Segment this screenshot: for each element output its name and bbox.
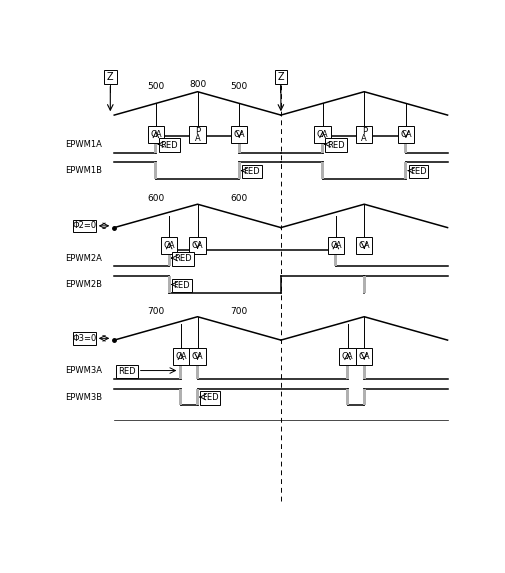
- Text: CA: CA: [358, 241, 369, 250]
- Bar: [320, 162, 324, 179]
- Text: CA: CA: [150, 130, 162, 139]
- Bar: [237, 136, 240, 152]
- Bar: [356, 126, 372, 143]
- Bar: [403, 136, 407, 152]
- Text: EPWM2A: EPWM2A: [65, 253, 102, 262]
- Bar: [325, 139, 346, 152]
- Text: FED: FED: [173, 281, 190, 290]
- Bar: [73, 332, 95, 344]
- Text: I: I: [109, 85, 112, 95]
- Bar: [362, 388, 365, 406]
- Bar: [154, 162, 157, 179]
- Text: EPWM3B: EPWM3B: [65, 393, 102, 402]
- Bar: [172, 348, 189, 365]
- Bar: [167, 276, 171, 293]
- Bar: [397, 126, 413, 143]
- Bar: [200, 391, 220, 405]
- Text: CA: CA: [191, 352, 203, 361]
- Bar: [274, 70, 287, 84]
- Bar: [172, 252, 193, 265]
- Text: CA: CA: [341, 352, 352, 361]
- Text: A: A: [361, 134, 366, 143]
- Text: EPWM1A: EPWM1A: [65, 140, 102, 149]
- Bar: [154, 136, 157, 152]
- Text: CA: CA: [329, 241, 341, 250]
- Bar: [339, 348, 355, 365]
- Text: 700: 700: [147, 307, 164, 316]
- Bar: [334, 250, 337, 266]
- Text: RED: RED: [327, 140, 344, 150]
- Bar: [116, 365, 137, 378]
- Text: CA: CA: [233, 130, 244, 139]
- Bar: [73, 219, 95, 232]
- Text: CA: CA: [358, 352, 369, 361]
- Text: EPWM1B: EPWM1B: [65, 166, 102, 175]
- Bar: [161, 237, 177, 254]
- Text: P: P: [361, 127, 366, 136]
- Text: EPWM3A: EPWM3A: [65, 366, 102, 375]
- Bar: [408, 165, 427, 178]
- Text: Z: Z: [107, 72, 114, 82]
- Text: RED: RED: [118, 367, 135, 376]
- Text: Φ2=0: Φ2=0: [72, 221, 96, 230]
- Bar: [159, 139, 180, 152]
- Text: CA: CA: [191, 241, 203, 250]
- Bar: [147, 126, 164, 143]
- Bar: [345, 388, 348, 406]
- Bar: [362, 276, 365, 293]
- Bar: [179, 388, 182, 406]
- Text: EPWM2B: EPWM2B: [65, 280, 102, 289]
- Text: CA: CA: [163, 241, 175, 250]
- Bar: [167, 250, 171, 266]
- Text: A: A: [194, 134, 200, 143]
- Text: RED: RED: [160, 140, 178, 150]
- Text: CA: CA: [399, 130, 411, 139]
- Text: FED: FED: [410, 167, 426, 176]
- Bar: [104, 70, 116, 84]
- Bar: [189, 348, 206, 365]
- Bar: [403, 162, 407, 179]
- Bar: [362, 362, 365, 379]
- Text: FED: FED: [243, 167, 260, 176]
- Bar: [195, 362, 199, 379]
- Text: RED: RED: [174, 254, 191, 264]
- Bar: [356, 348, 372, 365]
- Bar: [327, 237, 343, 254]
- Text: 700: 700: [230, 307, 247, 316]
- Text: I: I: [279, 85, 282, 95]
- Bar: [345, 362, 348, 379]
- Bar: [231, 126, 247, 143]
- Text: Z: Z: [277, 72, 284, 82]
- Text: FED: FED: [201, 394, 218, 402]
- Text: 600: 600: [147, 194, 164, 203]
- Text: CA: CA: [316, 130, 328, 139]
- Bar: [189, 237, 206, 254]
- Text: 600: 600: [230, 194, 247, 203]
- Bar: [195, 388, 199, 406]
- Text: 500: 500: [230, 82, 247, 91]
- Bar: [314, 126, 330, 143]
- Bar: [189, 126, 206, 143]
- Text: Φ3=0: Φ3=0: [72, 334, 96, 343]
- Text: P: P: [194, 127, 200, 136]
- Bar: [172, 279, 191, 292]
- Bar: [320, 136, 324, 152]
- Text: 800: 800: [188, 80, 206, 89]
- Text: CA: CA: [175, 352, 186, 361]
- Bar: [179, 362, 182, 379]
- Bar: [356, 237, 372, 254]
- Bar: [237, 162, 240, 179]
- Bar: [241, 165, 261, 178]
- Text: 500: 500: [147, 82, 164, 91]
